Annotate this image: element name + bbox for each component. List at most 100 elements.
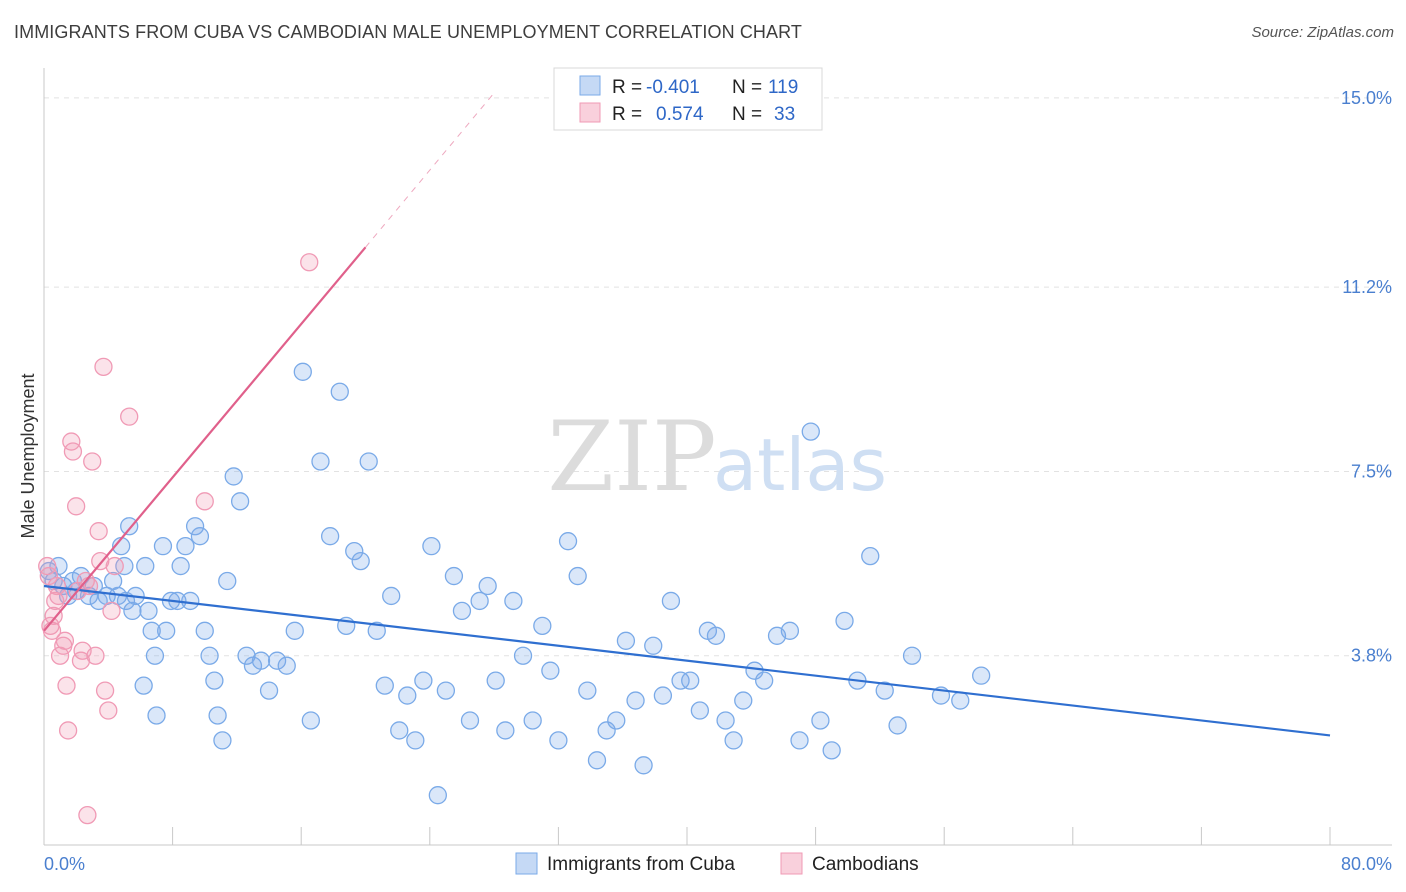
point-immigrants-from-cuba [145, 646, 165, 665]
point-immigrants-from-cuba [470, 591, 489, 611]
point-immigrants-from-cuba [367, 621, 386, 640]
bottom-legend-swatch-cuba [515, 852, 538, 875]
point-immigrants-from-cuba [533, 616, 552, 635]
point-immigrants-from-cuba [345, 541, 364, 561]
point-immigrants-from-cuba [607, 711, 626, 730]
point-cambodians [102, 601, 121, 621]
point-cambodians [55, 631, 75, 650]
y-tick-label: 15.0% [1341, 88, 1392, 108]
series-immigrants-from-cuba [39, 362, 991, 805]
point-immigrants-from-cuba [320, 527, 340, 546]
point-immigrants-from-cuba [218, 571, 237, 591]
point-immigrants-from-cuba [681, 671, 700, 690]
point-cambodians [91, 551, 110, 571]
point-immigrants-from-cuba [452, 601, 472, 621]
point-cambodians [57, 676, 76, 695]
point-immigrants-from-cuba [436, 681, 456, 700]
point-cambodians [94, 357, 113, 376]
series-cambodians [38, 253, 319, 825]
point-immigrants-from-cuba [541, 661, 560, 680]
watermark-zip: ZIP [547, 401, 716, 513]
point-immigrants-from-cuba [558, 532, 578, 551]
point-immigrants-from-cuba [359, 452, 378, 471]
trendline-cambodians [43, 246, 367, 632]
point-immigrants-from-cuba [153, 537, 173, 556]
x-axis-ticks [43, 827, 1331, 845]
point-immigrants-from-cuba [230, 492, 250, 511]
point-cambodians [99, 701, 118, 720]
point-immigrants-from-cuba [888, 716, 907, 735]
point-immigrants-from-cuba [181, 591, 200, 611]
point-immigrants-from-cuba [157, 621, 176, 640]
point-immigrants-from-cuba [382, 586, 401, 606]
point-immigrants-from-cuba [578, 681, 597, 700]
point-immigrants-from-cuba [486, 671, 505, 690]
point-immigrants-from-cuba [724, 731, 743, 750]
point-immigrants-from-cuba [734, 691, 753, 710]
legend-n-value-cambodians: 33 [774, 104, 795, 125]
point-immigrants-from-cuba [504, 591, 523, 611]
point-cambodians [83, 452, 102, 471]
legend-n-value-cuba: 119 [768, 77, 798, 98]
point-immigrants-from-cuba [716, 711, 735, 730]
point-immigrants-from-cuba [139, 601, 158, 621]
point-immigrants-from-cuba [790, 731, 809, 750]
legend-r-label-cambodians: R = [612, 104, 642, 125]
point-immigrants-from-cuba [549, 731, 568, 750]
point-immigrants-from-cuba [277, 656, 296, 675]
point-immigrants-from-cuba [237, 646, 256, 665]
watermark-atlas: atlas [713, 423, 887, 507]
point-immigrants-from-cuba [902, 646, 922, 665]
point-immigrants-from-cuba [123, 601, 142, 621]
point-immigrants-from-cuba [428, 786, 447, 805]
point-cambodians [105, 556, 124, 576]
point-immigrants-from-cuba [406, 731, 425, 750]
point-immigrants-from-cuba [414, 671, 433, 690]
point-immigrants-from-cuba [587, 751, 607, 770]
grid-lines [44, 97, 1392, 657]
point-cambodians [44, 606, 63, 626]
point-immigrants-from-cuba [398, 686, 417, 705]
point-immigrants-from-cuba [780, 621, 800, 640]
point-immigrants-from-cuba [671, 671, 690, 690]
series-layer [38, 92, 1331, 825]
point-immigrants-from-cuba [120, 517, 139, 536]
point-immigrants-from-cuba [142, 621, 161, 640]
point-cambodians [63, 442, 83, 461]
source-label: Source: ZipAtlas.com [1251, 24, 1394, 41]
point-immigrants-from-cuba [171, 556, 190, 576]
point-cambodians [195, 492, 214, 511]
point-immigrants-from-cuba [224, 467, 243, 486]
legend-r-value-cuba: -0.401 [646, 77, 700, 98]
point-immigrants-from-cuba [330, 382, 349, 401]
point-cambodians [300, 253, 319, 272]
point-immigrants-from-cuba [523, 711, 542, 730]
x-tick-label-max: 80.0% [1341, 854, 1392, 874]
point-cambodians [78, 805, 97, 825]
y-tick-label: 11.2% [1342, 277, 1392, 297]
point-immigrants-from-cuba [496, 721, 515, 740]
point-immigrants-from-cuba [755, 671, 774, 690]
series-legend: Immigrants from Cuba Cambodians [515, 852, 919, 875]
bottom-legend-label-cambodians: Cambodians [812, 854, 919, 875]
point-immigrants-from-cuba [293, 362, 312, 381]
point-cambodians [95, 681, 115, 700]
point-immigrants-from-cuba [644, 636, 663, 655]
point-immigrants-from-cuba [801, 422, 820, 441]
point-immigrants-from-cuba [422, 537, 441, 556]
point-immigrants-from-cuba [259, 681, 279, 700]
point-cambodians [49, 586, 68, 606]
y-tick-label: 3.8% [1351, 646, 1392, 666]
x-tick-label-min: 0.0% [44, 854, 85, 874]
point-immigrants-from-cuba [626, 691, 645, 710]
point-immigrants-from-cuba [706, 626, 726, 645]
point-immigrants-from-cuba [251, 651, 271, 670]
legend-swatch-cuba [579, 75, 601, 96]
trendline-extension-cambodians [365, 92, 495, 248]
point-immigrants-from-cuba [351, 551, 370, 571]
point-immigrants-from-cuba [822, 741, 841, 760]
point-cambodians [67, 497, 86, 516]
point-immigrants-from-cuba [478, 576, 497, 596]
point-immigrants-from-cuba [213, 731, 232, 750]
